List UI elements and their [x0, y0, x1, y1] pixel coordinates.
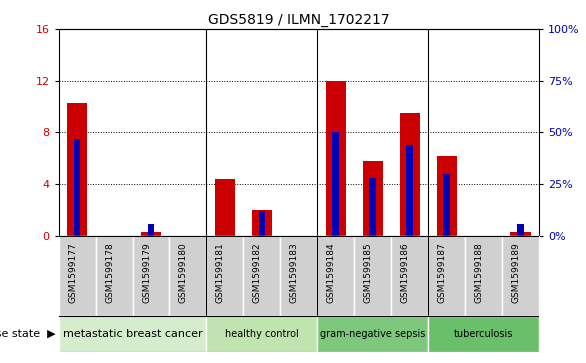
- Bar: [332, 132, 339, 236]
- Bar: [169, 236, 206, 316]
- Bar: [517, 224, 524, 236]
- Text: GSM1599184: GSM1599184: [327, 242, 336, 303]
- Bar: [59, 236, 96, 316]
- Bar: [148, 224, 154, 236]
- Text: GSM1599186: GSM1599186: [401, 242, 410, 303]
- Text: GSM1599187: GSM1599187: [438, 242, 447, 303]
- Bar: [510, 232, 531, 236]
- Text: metastatic breast cancer: metastatic breast cancer: [63, 329, 202, 339]
- Text: GSM1599183: GSM1599183: [290, 242, 299, 303]
- Bar: [96, 236, 132, 316]
- Bar: [407, 145, 413, 236]
- Bar: [141, 232, 161, 236]
- Text: healthy control: healthy control: [225, 329, 299, 339]
- Text: GSM1599177: GSM1599177: [68, 242, 77, 303]
- Bar: [280, 236, 318, 316]
- Bar: [391, 236, 428, 316]
- Bar: [59, 316, 206, 352]
- Bar: [206, 316, 318, 352]
- Bar: [74, 139, 80, 236]
- Text: GSM1599179: GSM1599179: [142, 242, 151, 303]
- Bar: [326, 81, 346, 236]
- Text: GSM1599182: GSM1599182: [253, 242, 262, 303]
- Bar: [363, 161, 383, 236]
- Bar: [243, 236, 280, 316]
- Bar: [502, 236, 539, 316]
- Bar: [252, 210, 272, 236]
- Bar: [206, 236, 243, 316]
- Bar: [465, 236, 502, 316]
- Bar: [437, 156, 457, 236]
- Text: GSM1599188: GSM1599188: [475, 242, 483, 303]
- Text: GSM1599185: GSM1599185: [364, 242, 373, 303]
- Text: disease state  ▶: disease state ▶: [0, 329, 56, 339]
- Bar: [428, 316, 539, 352]
- Bar: [318, 236, 355, 316]
- Bar: [67, 103, 87, 236]
- Bar: [258, 211, 265, 236]
- Bar: [369, 178, 376, 236]
- Text: GSM1599181: GSM1599181: [216, 242, 225, 303]
- Text: GSM1599189: GSM1599189: [512, 242, 520, 303]
- Text: gram-negative sepsis: gram-negative sepsis: [320, 329, 425, 339]
- Bar: [355, 236, 391, 316]
- Title: GDS5819 / ILMN_1702217: GDS5819 / ILMN_1702217: [208, 13, 390, 26]
- Bar: [214, 179, 235, 236]
- Text: tuberculosis: tuberculosis: [454, 329, 513, 339]
- Text: GSM1599178: GSM1599178: [105, 242, 114, 303]
- Bar: [428, 236, 465, 316]
- Bar: [444, 174, 450, 236]
- Bar: [400, 113, 420, 236]
- Bar: [318, 316, 428, 352]
- Text: GSM1599180: GSM1599180: [179, 242, 188, 303]
- Bar: [132, 236, 169, 316]
